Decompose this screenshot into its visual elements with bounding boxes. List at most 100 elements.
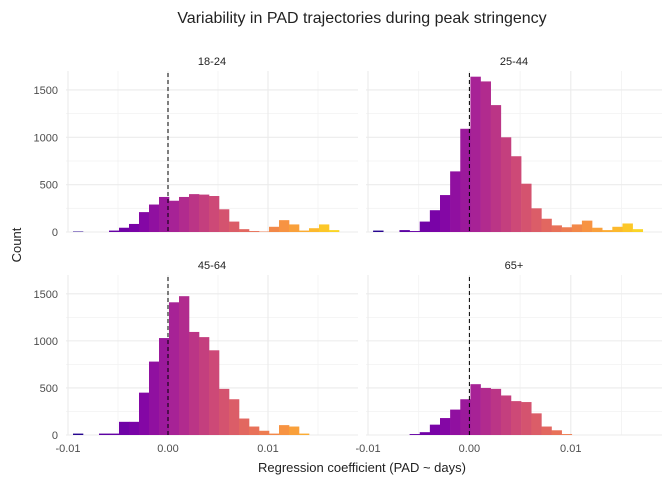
histogram-bar [329, 230, 340, 232]
histogram-bar [581, 220, 593, 232]
histogram-bar [541, 218, 552, 232]
histogram-bar [612, 226, 623, 232]
histogram-bar [373, 230, 384, 232]
histogram-bar [219, 388, 230, 435]
histogram-bar [521, 183, 532, 232]
histogram-bar [510, 156, 522, 232]
facet-panels: 18-24 0 500 1000 1500 25-44 45-64 0 500 1000 1500 -… [34, 56, 662, 455]
histogram-bar [73, 433, 84, 435]
y-tick-label: 0 [52, 227, 58, 239]
histogram-bar [189, 194, 200, 232]
histogram-bar [521, 402, 532, 435]
x-axis-label: Regression coefficient (PAD ~ days) [258, 460, 466, 475]
histogram-bar [279, 425, 290, 435]
histogram-bar [571, 224, 583, 232]
histogram-bar [409, 434, 421, 435]
histogram-bar [531, 413, 542, 435]
histogram-bar [500, 137, 512, 232]
histogram-bar [169, 200, 180, 232]
histogram-bar [119, 227, 130, 232]
histogram-bar [429, 424, 441, 435]
histogram-bar [139, 212, 150, 232]
histogram-bar [480, 387, 491, 435]
histogram-bar [632, 229, 644, 232]
facet-label: 25-44 [500, 56, 528, 68]
histogram-bar [592, 227, 603, 232]
histogram-bar [450, 409, 461, 435]
y-tick-label: 500 [40, 383, 58, 395]
histogram-bar [309, 228, 320, 232]
facet-panel: 18-24 0 500 1000 1500 [34, 56, 358, 239]
histogram-bar [319, 224, 330, 232]
histogram-bar [551, 225, 562, 232]
histogram-bar [249, 231, 260, 232]
facet-label: 45-64 [198, 260, 226, 272]
y-tick-label: 500 [40, 180, 58, 192]
histogram-bar [239, 418, 250, 435]
histogram-bar [209, 196, 220, 232]
histogram-bar [541, 426, 552, 435]
histogram-bar [299, 433, 310, 435]
histogram-bar [199, 194, 210, 232]
histogram-bar [99, 433, 110, 435]
histogram-bar [179, 196, 190, 232]
histogram-bar [561, 434, 573, 435]
histogram-bar [460, 399, 471, 435]
histogram-bar [259, 430, 270, 435]
x-tick-label: 0.00 [459, 443, 480, 455]
facet-panel: 65+ -0.01 0.00 0.01 [355, 260, 662, 455]
y-axis-label: Count [9, 227, 24, 262]
histogram-bar [460, 128, 471, 232]
facet-label: 65+ [505, 260, 524, 272]
histogram-bar [179, 296, 190, 435]
y-tick-label: 1500 [34, 85, 58, 97]
histogram-bar [289, 426, 300, 435]
histogram-bar [109, 230, 120, 232]
histogram-bar [602, 230, 613, 232]
histogram-bar [480, 81, 491, 232]
histogram-bar [409, 231, 421, 232]
histogram-bar [531, 208, 542, 232]
histogram-bar [419, 432, 431, 435]
facet-label: 18-24 [198, 56, 226, 68]
histogram-bar [551, 430, 562, 435]
histogram-bar [399, 230, 410, 232]
histogram-bar [209, 350, 220, 435]
histogram-bar [149, 204, 160, 232]
histogram-bar [470, 384, 481, 435]
histogram-bar [149, 361, 160, 435]
chart-title: Variability in PAD trajectories during p… [177, 10, 546, 27]
histogram-bar [299, 230, 310, 232]
histogram-bar [289, 224, 300, 232]
x-tick-label: 0.01 [257, 443, 278, 455]
x-tick-label: -0.01 [55, 443, 80, 455]
histogram-bar [169, 302, 180, 435]
histogram-bar [219, 209, 230, 232]
histogram-bar [470, 76, 481, 233]
histogram-bar [109, 433, 120, 435]
histogram-bar [159, 338, 170, 435]
histogram-bar [119, 421, 130, 435]
histogram-bar [490, 105, 502, 232]
histogram-bar [139, 392, 150, 435]
histogram-bar [450, 171, 461, 232]
x-tick-label: 0.01 [560, 443, 581, 455]
histogram-bar [500, 395, 512, 435]
histogram-bar [440, 418, 451, 435]
histogram-bar [249, 426, 260, 435]
histogram-bar [269, 226, 280, 232]
x-tick-label: -0.01 [355, 443, 380, 455]
histogram-bar [561, 227, 573, 232]
histogram-bar [419, 221, 431, 232]
histogram-bar [229, 399, 240, 435]
y-tick-label: 1000 [34, 336, 58, 348]
y-tick-label: 1500 [34, 289, 58, 301]
histogram-bar [429, 210, 441, 232]
histogram-bar [440, 195, 451, 232]
x-tick-label: 0.00 [157, 443, 178, 455]
histogram-bar [129, 421, 140, 435]
facet-panel: 45-64 0 500 1000 1500 -0.01 0.00 0.01 [34, 260, 358, 455]
histogram-bar [622, 223, 633, 232]
